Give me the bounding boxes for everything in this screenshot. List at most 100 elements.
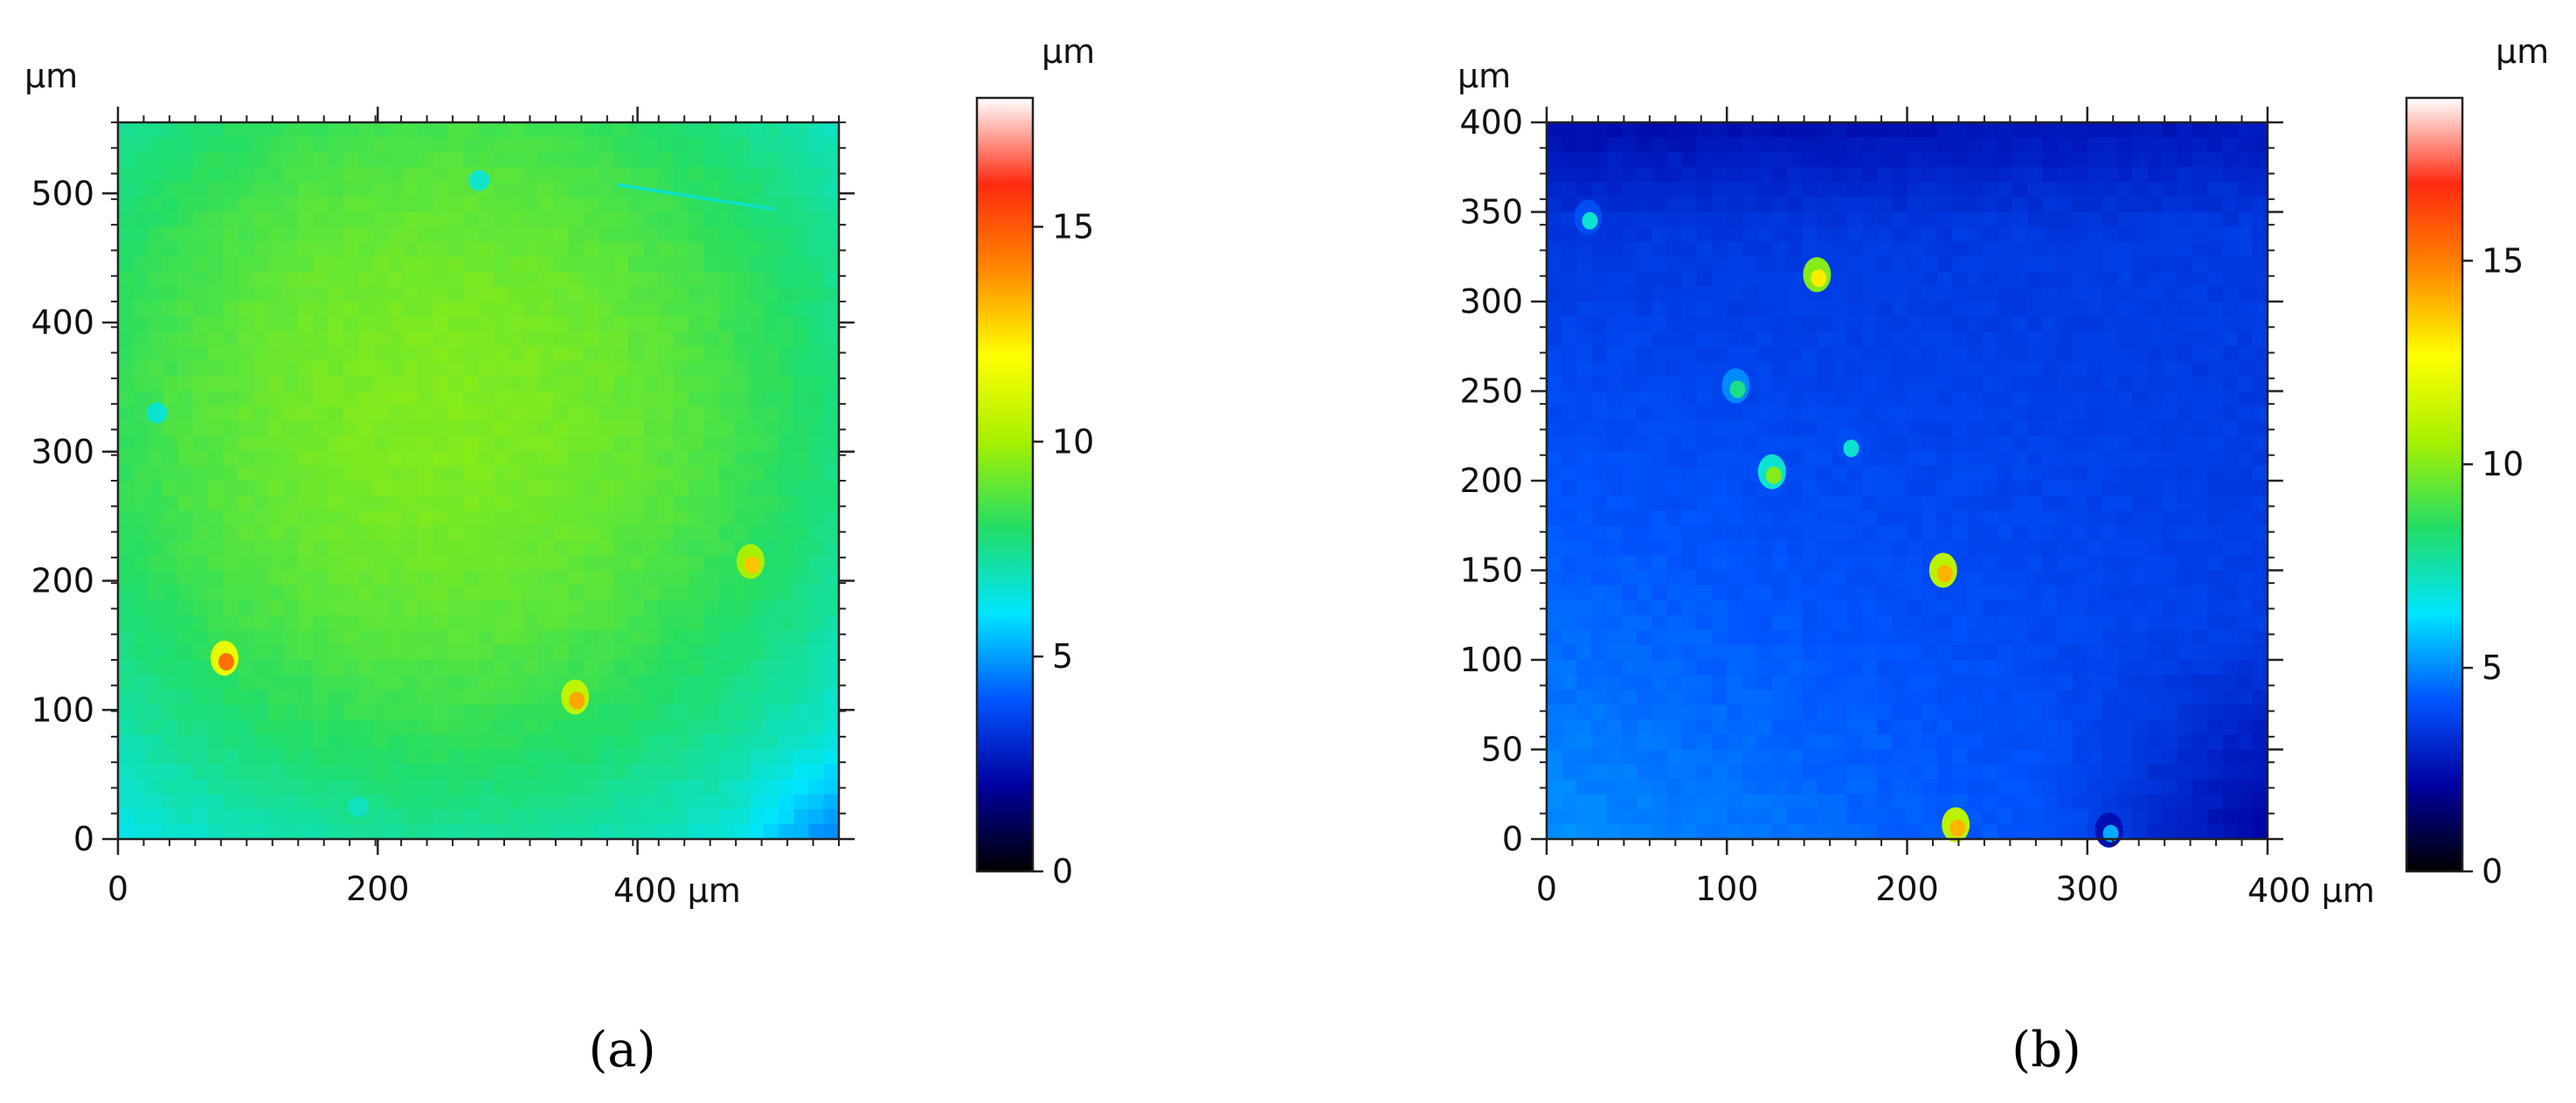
surface-cell — [1652, 719, 1668, 736]
surface-feature — [218, 653, 234, 671]
surface-cell — [267, 197, 284, 213]
surface-cell — [553, 316, 570, 332]
surface-cell — [1562, 212, 1577, 228]
surface-cell — [433, 525, 449, 541]
surface-cell — [764, 555, 779, 572]
surface-cell — [508, 406, 524, 422]
surface-cell — [493, 197, 509, 213]
surface-cell — [478, 629, 495, 646]
surface-cell — [793, 241, 810, 258]
surface-cell — [403, 510, 419, 526]
surface-cell — [568, 346, 585, 362]
surface-cell — [2027, 182, 2043, 198]
surface-cell — [2162, 152, 2178, 168]
surface-cell — [779, 764, 795, 780]
surface-cell — [733, 152, 750, 168]
surface-cell — [673, 122, 689, 138]
surface-cell — [313, 794, 329, 810]
surface-cell — [1591, 734, 1608, 751]
surface-cell — [764, 435, 779, 452]
surface-cell — [463, 346, 480, 362]
surface-cell — [1907, 644, 1923, 661]
surface-cell — [1861, 540, 1878, 557]
surface-cell — [267, 600, 284, 616]
surface-cell — [267, 391, 284, 407]
surface-cell — [508, 435, 524, 452]
surface-cell — [1562, 660, 1577, 676]
x-unit-label-a: 400 µm — [613, 871, 741, 910]
surface-cell — [2207, 764, 2224, 780]
surface-cell — [1621, 600, 1638, 616]
surface-cell — [628, 152, 645, 168]
surface-cell — [583, 525, 599, 541]
surface-cell — [568, 167, 585, 183]
surface-cell — [238, 675, 254, 690]
surface-cell — [2087, 256, 2103, 273]
surface-cell — [2042, 122, 2058, 138]
surface-cell — [433, 435, 449, 452]
surface-cell — [313, 420, 329, 437]
surface-cell — [1576, 540, 1593, 557]
surface-cell — [628, 302, 645, 317]
surface-cell — [1936, 779, 1953, 795]
surface-cell — [1922, 197, 1938, 213]
surface-cell — [2012, 122, 2028, 138]
surface-cell — [478, 808, 495, 825]
surface-cell — [328, 376, 344, 392]
surface-cell — [148, 256, 164, 273]
surface-cell — [1832, 346, 1848, 362]
surface-cell — [2117, 614, 2133, 631]
surface-cell — [1861, 361, 1878, 378]
surface-cell — [2207, 496, 2224, 511]
surface-cell — [658, 406, 675, 422]
surface-cell — [208, 496, 224, 511]
surface-cell — [177, 450, 194, 467]
surface-cell — [2252, 704, 2268, 720]
surface-cell — [599, 496, 614, 511]
surface-cell — [388, 675, 405, 690]
surface-cell — [1787, 152, 1803, 168]
surface-cell — [508, 779, 524, 795]
surface-cell — [1967, 435, 1984, 452]
surface-cell — [823, 182, 840, 198]
surface-cell — [2252, 808, 2268, 825]
surface-cell — [1952, 435, 1968, 452]
surface-cell — [2057, 435, 2074, 452]
surface-cell — [1547, 585, 1562, 601]
surface-cell — [2117, 167, 2133, 183]
surface-cell — [673, 465, 689, 482]
surface-cell — [2057, 629, 2074, 646]
surface-cell — [523, 182, 539, 198]
surface-cell — [583, 540, 599, 557]
surface-cell — [208, 256, 224, 273]
surface-cell — [808, 614, 825, 631]
surface-cell — [2192, 271, 2208, 288]
surface-cell — [523, 690, 539, 705]
surface-cell — [208, 271, 224, 288]
surface-cell — [1637, 391, 1652, 407]
surface-cell — [718, 704, 735, 720]
surface-cell — [2012, 734, 2028, 751]
surface-cell — [1696, 331, 1713, 347]
surface-cell — [523, 450, 539, 467]
surface-cell — [689, 675, 704, 690]
surface-cell — [1846, 152, 1863, 168]
surface-cell — [1666, 614, 1683, 631]
surface-cell — [748, 675, 765, 690]
surface-cell — [358, 749, 374, 766]
surface-cell — [2102, 212, 2118, 228]
surface-cell — [1907, 734, 1923, 751]
surface-cell — [1606, 585, 1623, 601]
surface-cell — [418, 555, 434, 572]
surface-cell — [2012, 465, 2028, 482]
surface-cell — [823, 286, 840, 302]
surface-cell — [177, 420, 194, 437]
surface-cell — [358, 226, 374, 243]
surface-cell — [2087, 570, 2103, 586]
surface-cell — [2192, 152, 2208, 168]
surface-cell — [583, 137, 599, 153]
surface-cell — [1727, 167, 1743, 183]
surface-cell — [177, 435, 194, 452]
surface-cell — [163, 391, 179, 407]
